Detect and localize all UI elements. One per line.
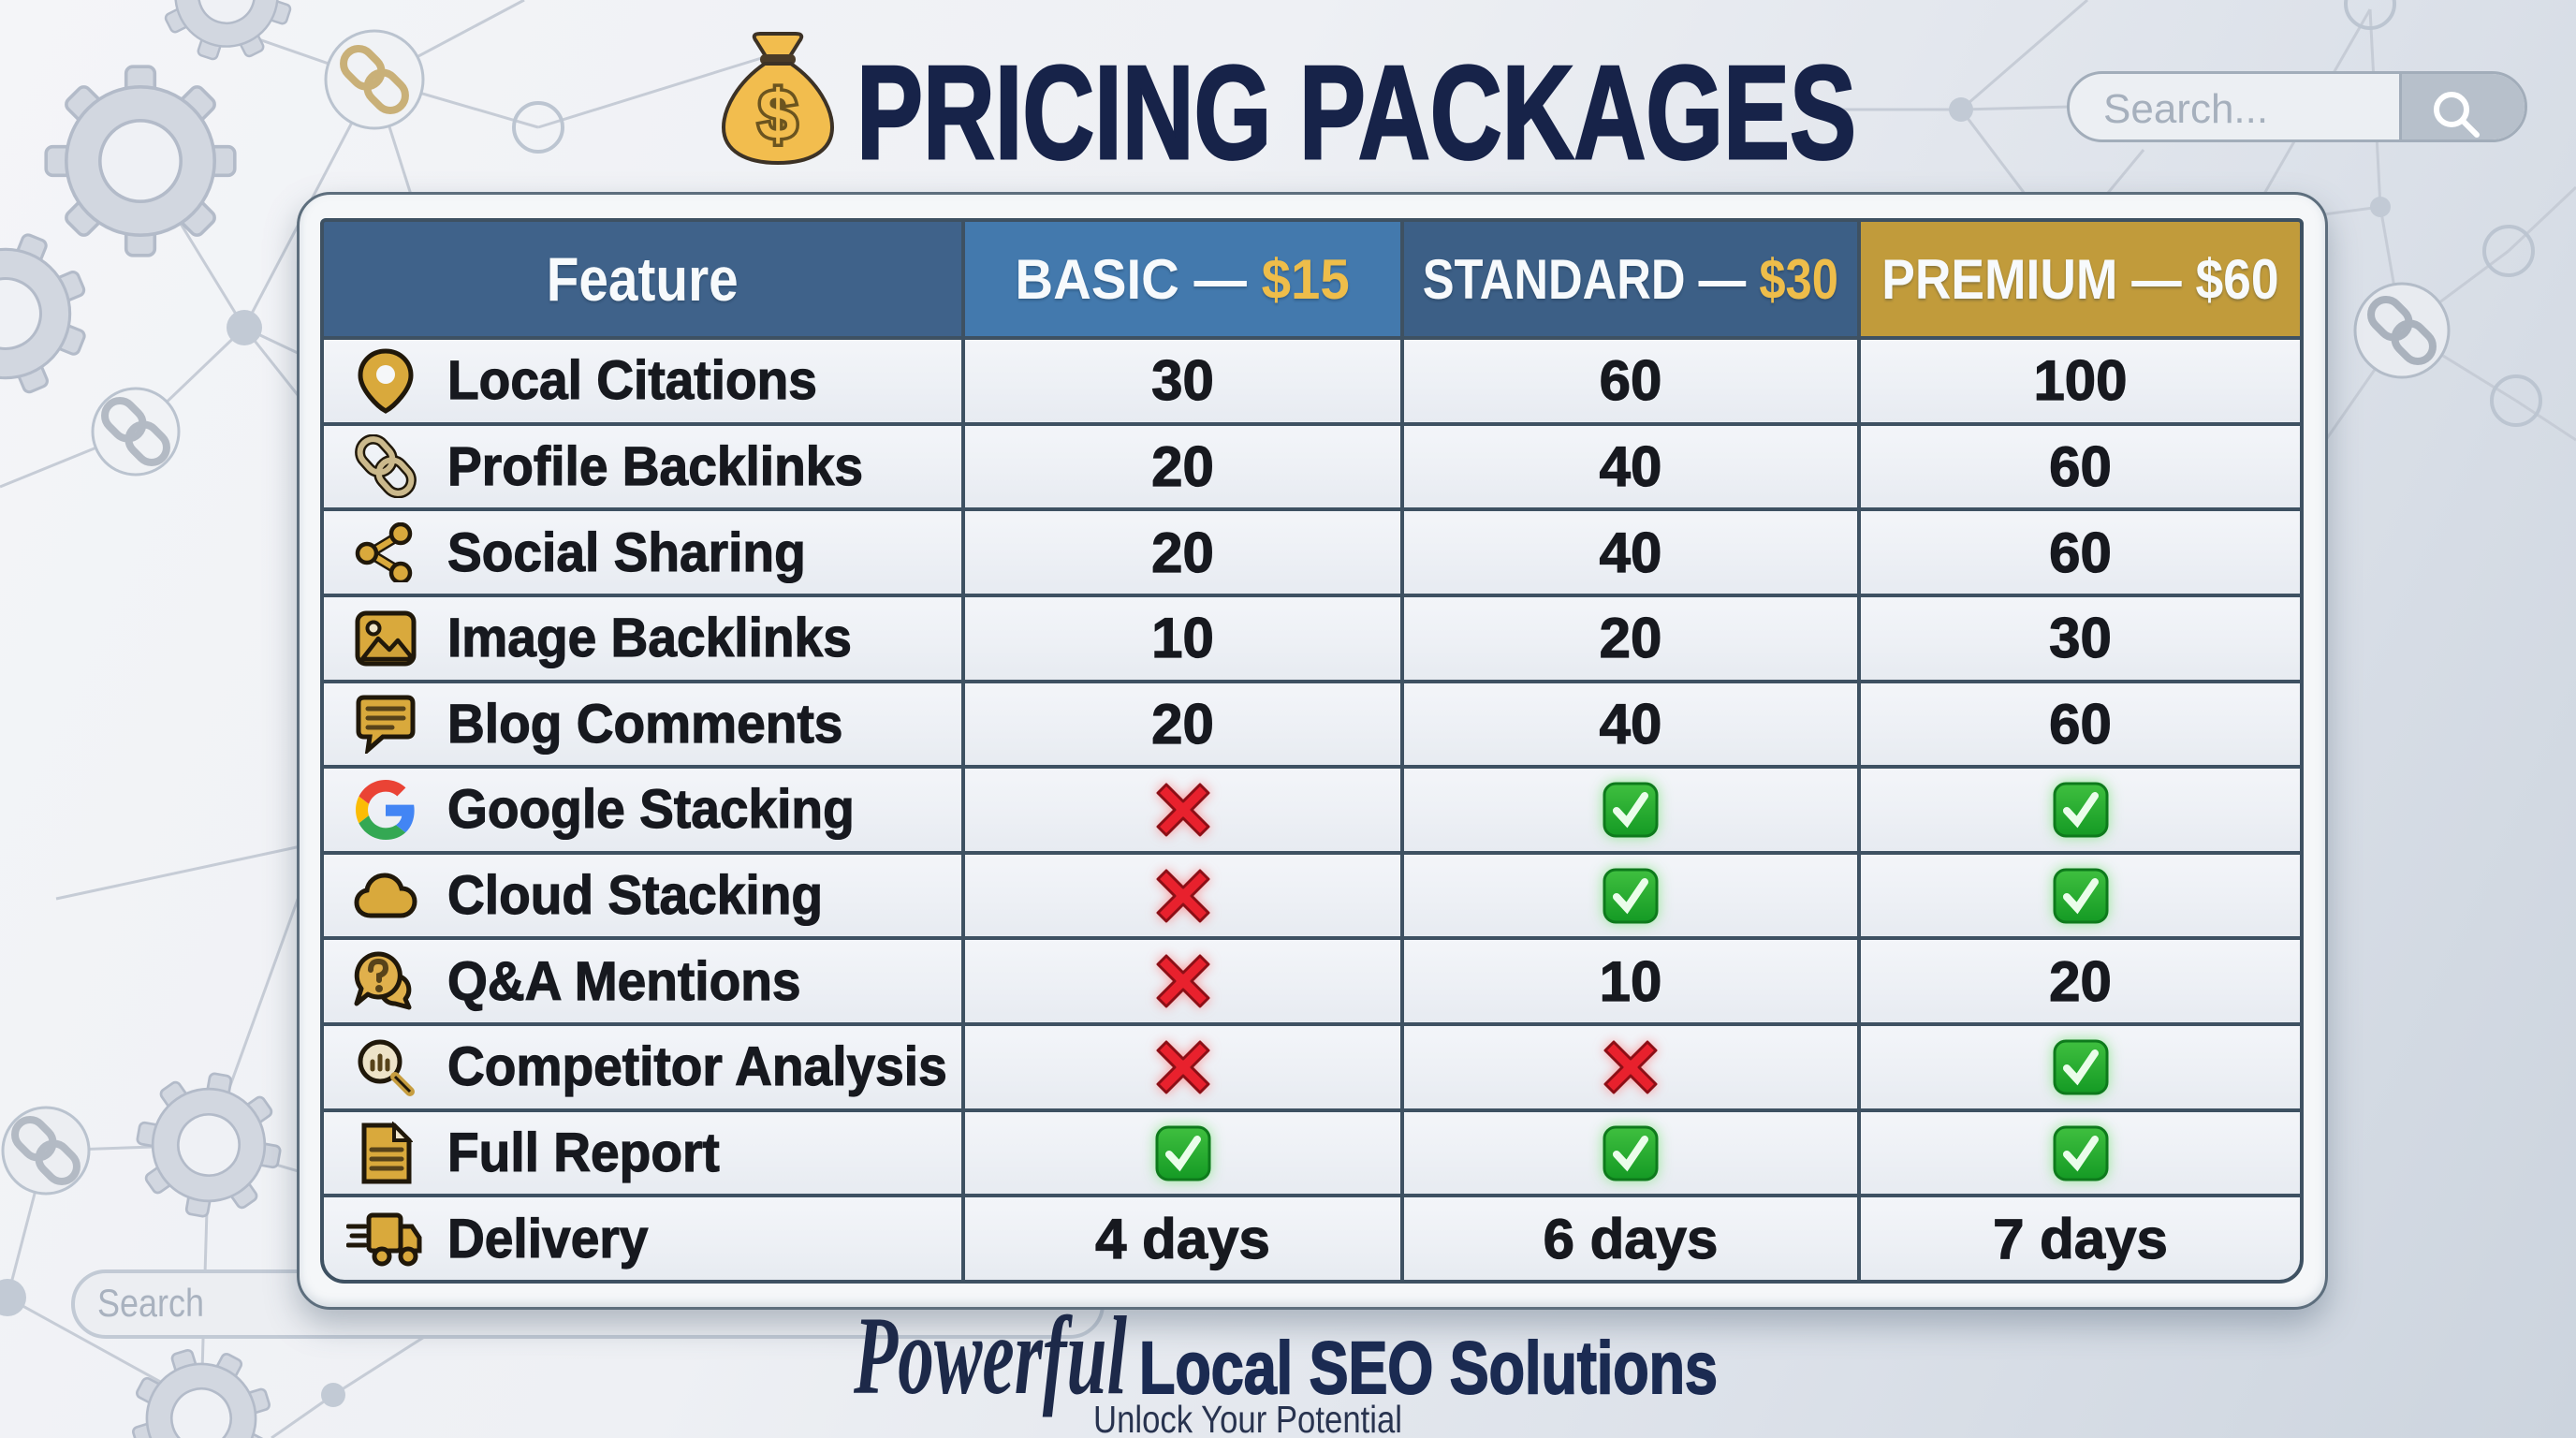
svg-text:Powerful: Powerful — [853, 1301, 1127, 1417]
svg-text:Unlock Your Potential: Unlock Your Potential — [1093, 1398, 1402, 1438]
svg-text:Local SEO Solutions: Local SEO Solutions — [1139, 1326, 1718, 1409]
svg-text:Search: Search — [97, 1281, 204, 1325]
svg-text:PRICING PACKAGES: PRICING PACKAGES — [856, 38, 1856, 187]
svg-text:$: $ — [758, 76, 797, 154]
